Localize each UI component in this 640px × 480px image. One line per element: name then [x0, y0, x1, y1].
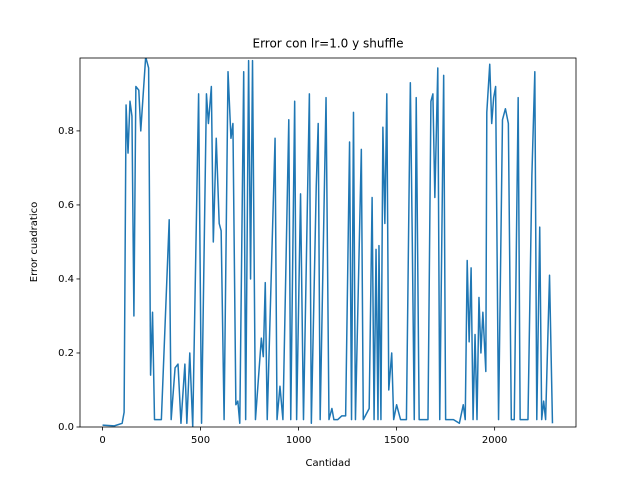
- y-axis-label: Error cuadratico: [29, 202, 40, 282]
- line-series: [102, 58, 554, 427]
- x-tick-label: 1500: [384, 435, 409, 446]
- x-tick-label: 1000: [286, 435, 311, 446]
- y-tick-label: 0.2: [58, 348, 74, 359]
- y-tick-label: 0.4: [58, 274, 74, 285]
- x-tick-label: 2000: [482, 435, 507, 446]
- y-tick-label: 0.8: [58, 126, 74, 137]
- y-tick-label: 0.6: [58, 200, 74, 211]
- x-axis-label: Cantidad: [306, 458, 351, 469]
- x-tick-label: 0: [99, 435, 105, 446]
- chart-title: Error con lr=1.0 y shuffle: [252, 37, 403, 51]
- y-tick-label: 0.0: [58, 422, 74, 433]
- plot-frame: [79, 57, 577, 428]
- x-tick-label: 500: [191, 435, 210, 446]
